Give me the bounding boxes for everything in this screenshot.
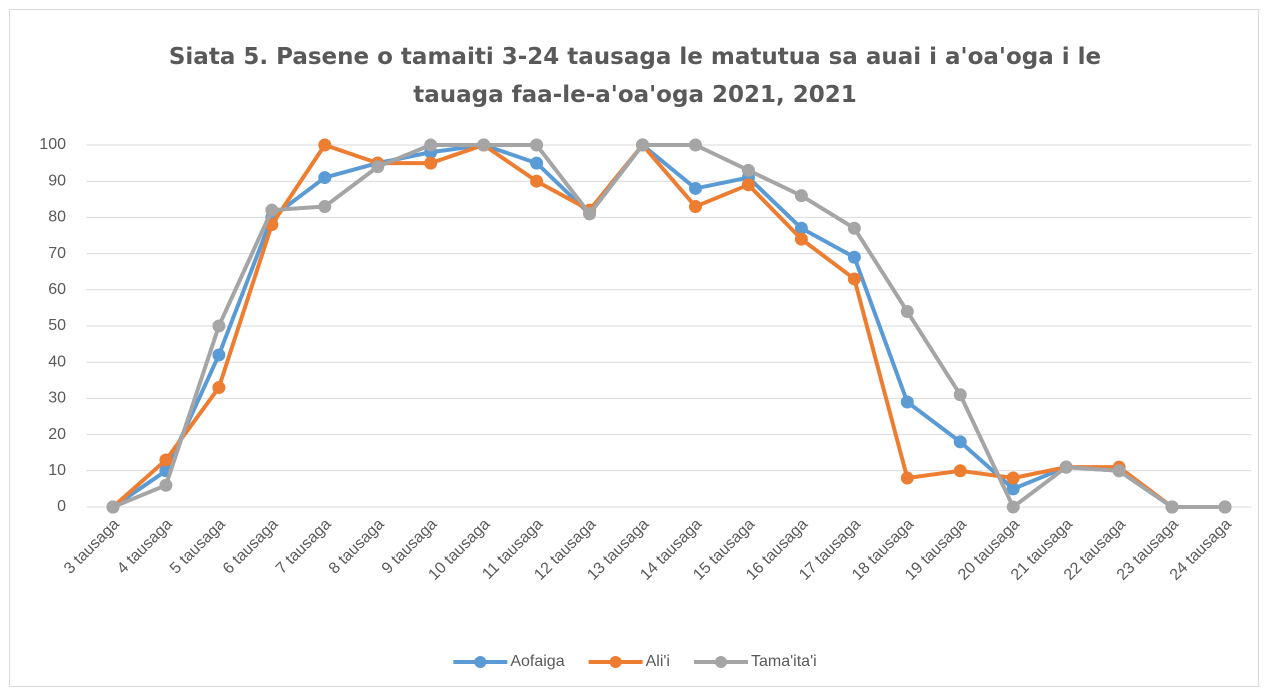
data-point (1059, 460, 1073, 474)
data-point (212, 381, 226, 395)
data-point (794, 232, 808, 246)
data-point (900, 471, 914, 485)
data-point (212, 319, 226, 333)
data-point (212, 348, 226, 362)
data-point (847, 272, 861, 286)
legend-label: Tama'ita'i (751, 653, 817, 670)
data-point (1006, 482, 1020, 496)
legend-label: Ali'i (646, 653, 670, 670)
series-line (112, 143, 1226, 509)
data-point (424, 156, 438, 170)
data-point (530, 156, 544, 170)
legend-marker (609, 656, 622, 668)
series-line (111, 143, 1226, 509)
data-point (159, 453, 173, 467)
x-tick-label: 7 tausaga (273, 516, 335, 578)
legend-marker (474, 656, 487, 668)
x-tick-label: 4 tausaga (114, 516, 176, 578)
data-point (318, 171, 332, 185)
y-tick-label: 20 (48, 426, 66, 443)
legend-marker (714, 656, 727, 668)
y-tick-label: 10 (48, 462, 66, 479)
y-tick-label: 70 (48, 245, 66, 262)
data-point (688, 200, 702, 214)
data-point (688, 181, 702, 195)
data-point (900, 305, 914, 319)
data-point (530, 174, 544, 188)
data-point (636, 138, 650, 152)
data-point (1218, 500, 1232, 514)
data-point (318, 200, 332, 214)
x-tick-label: 8 tausaga (326, 516, 388, 578)
data-point (318, 138, 332, 152)
data-point (688, 138, 702, 152)
legend-label: Aofaiga (510, 653, 564, 670)
y-tick-label: 100 (39, 136, 66, 153)
data-point (953, 388, 967, 402)
data-point (265, 203, 279, 217)
data-point (159, 478, 173, 492)
data-point (953, 464, 967, 478)
data-point (583, 207, 597, 221)
chart-title: Siata 5. Pasene o tamaiti 3-24 tausaga l… (168, 44, 1102, 108)
x-tick-label: 5 tausaga (167, 516, 229, 578)
legend: Aofaiga Ali'i Tama'ita'i (453, 653, 817, 670)
data-point (1006, 500, 1020, 514)
data-point (530, 138, 544, 152)
data-point (424, 138, 438, 152)
data-point (953, 435, 967, 449)
y-tick-label: 40 (48, 353, 66, 370)
data-point (1112, 464, 1126, 478)
y-tick-label: 0 (57, 498, 66, 515)
data-point (847, 250, 861, 264)
y-tick-label: 80 (48, 209, 66, 226)
data-point (106, 500, 120, 514)
data-point (1006, 471, 1020, 485)
y-tick-label: 30 (48, 390, 66, 407)
data-point (1165, 500, 1179, 514)
data-point (900, 395, 914, 409)
data-point (741, 163, 755, 177)
data-point (794, 189, 808, 203)
x-tick-label: 3 tausaga (61, 516, 123, 578)
data-point (371, 160, 385, 174)
data-point (847, 221, 861, 235)
y-tick-label: 90 (48, 172, 66, 189)
y-tick-label: 50 (48, 317, 66, 334)
data-point (741, 178, 755, 192)
data-point (477, 138, 491, 152)
chart-frame (9, 9, 1259, 687)
y-tick-label: 60 (48, 281, 66, 298)
x-tick-label: 6 tausaga (220, 516, 282, 578)
series-line (111, 143, 1226, 509)
